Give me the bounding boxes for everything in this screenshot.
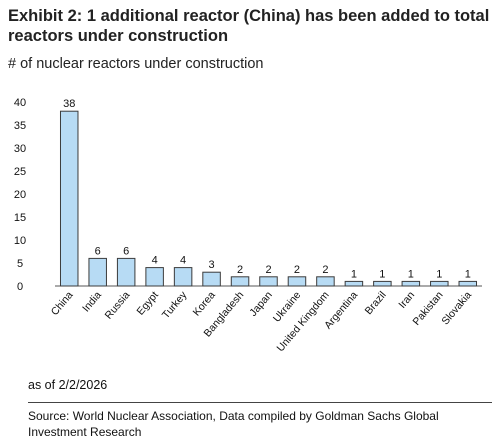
data-label: 2: [294, 264, 300, 276]
x-tick-label: Pakistan: [411, 289, 446, 328]
y-tick-label: 20: [14, 189, 26, 201]
bar-china: [59, 110, 79, 287]
x-tick-label: Korea: [191, 289, 218, 318]
x-tick-label: India: [80, 289, 104, 314]
data-label: 6: [123, 245, 129, 257]
data-label: 1: [465, 268, 471, 280]
x-tick-label: Brazil: [363, 289, 389, 317]
x-tick-label: China: [49, 289, 76, 318]
x-tick-label: Egypt: [134, 289, 161, 317]
y-tick-label: 0: [17, 281, 23, 293]
y-tick-label: 10: [14, 235, 26, 247]
bar-bangladesh: [230, 276, 250, 287]
data-label: 3: [209, 259, 215, 271]
data-label: 1: [408, 268, 414, 280]
bar-iran: [401, 280, 421, 287]
y-tick-label: 15: [14, 212, 26, 224]
y-tick-label: 30: [14, 143, 26, 155]
as-of-date: as of 2/2/2026: [28, 378, 108, 392]
footer-divider: [28, 402, 492, 403]
chart-subtitle: # of nuclear reactors under construction: [8, 56, 264, 72]
data-label: 4: [152, 255, 158, 267]
bar-brazil: [373, 280, 392, 287]
bar-pakistan: [430, 280, 449, 287]
data-label: 1: [379, 268, 385, 280]
bar-argentina: [344, 280, 364, 287]
y-tick-label: 5: [17, 258, 23, 270]
bar-india: [88, 257, 107, 287]
x-tick-label: Japan: [247, 289, 275, 319]
y-tick-label: 35: [14, 120, 26, 132]
bar-turkey: [173, 267, 193, 287]
x-tick-label: Slovakia: [439, 289, 474, 327]
bar-japan: [259, 276, 278, 287]
x-tick-label: Iran: [396, 289, 417, 311]
bar-korea: [202, 271, 221, 287]
data-label: 6: [95, 245, 101, 257]
data-label: 2: [265, 264, 271, 276]
y-tick-label: 25: [14, 166, 26, 178]
x-tick-label: Russia: [103, 289, 133, 321]
source-note: Source: World Nuclear Association, Data …: [28, 409, 439, 439]
data-label: 38: [63, 98, 75, 110]
bar-ukraine: [287, 276, 307, 287]
bar-egypt: [145, 267, 164, 287]
chart-title: Exhibit 2: 1 additional reactor (China) …: [8, 7, 490, 45]
bar-russia: [116, 257, 136, 287]
y-tick-label: 40: [14, 97, 26, 109]
data-label: 1: [351, 268, 357, 280]
bar-chart: 0 5 10 15 20 25 30 35 40 38 China 6 India 6 Russia 4 Egy…: [14, 97, 482, 354]
data-label: 1: [436, 268, 442, 280]
data-label: 2: [322, 264, 328, 276]
data-label: 4: [180, 255, 186, 267]
x-tick-label: Turkey: [160, 289, 190, 322]
data-label: 2: [237, 264, 243, 276]
bar-united-kingdom: [316, 276, 335, 287]
bar-slovakia: [458, 280, 478, 287]
